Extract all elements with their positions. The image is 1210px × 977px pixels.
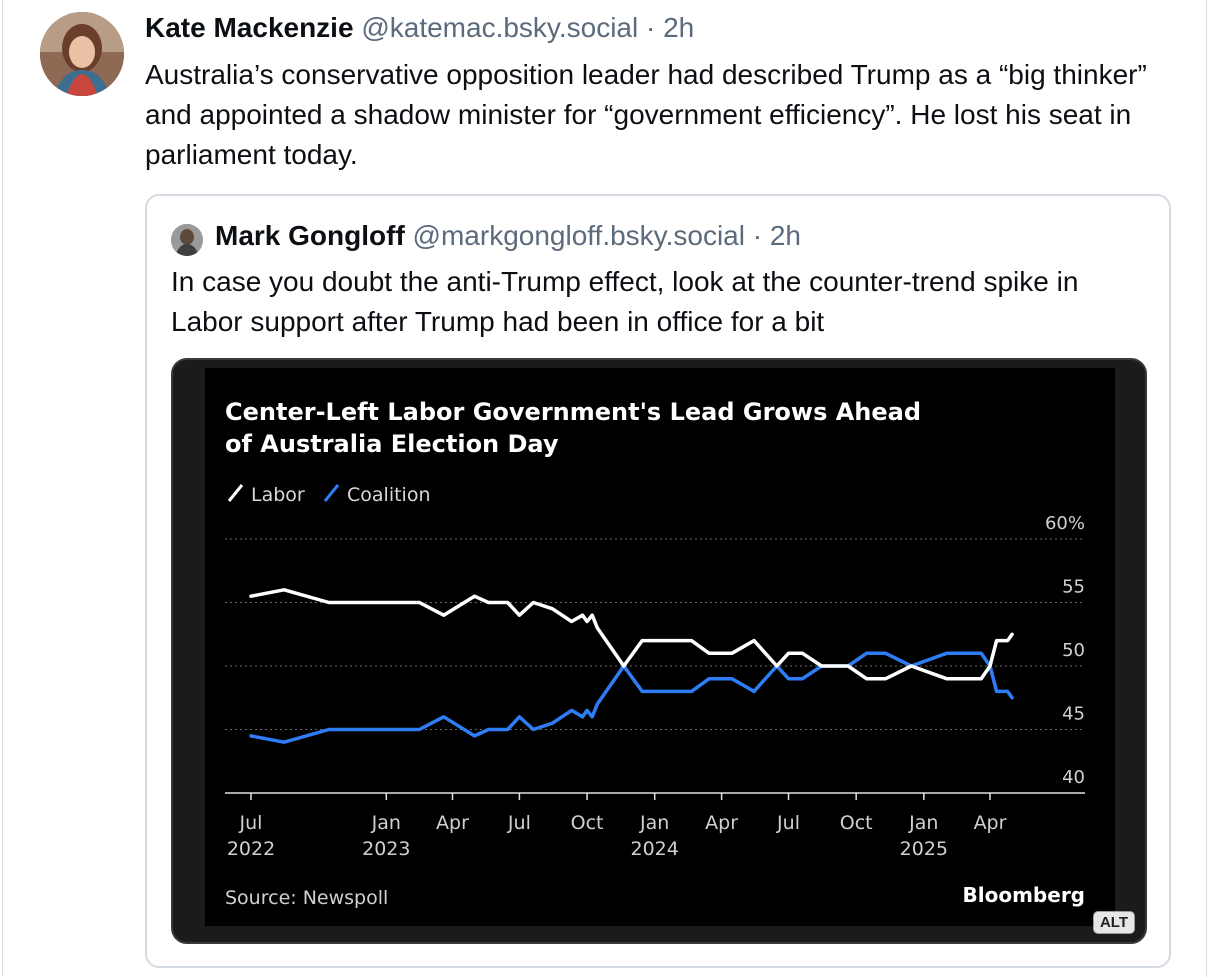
chart-image[interactable]: Center-Left Labor Government's Lead Grow… (171, 358, 1147, 944)
post-timestamp[interactable]: 2h (663, 12, 695, 43)
chart-title-line-1: Center-Left Labor Government's Lead Grow… (225, 398, 921, 426)
alt-text-badge[interactable]: ALT (1092, 911, 1135, 934)
chart-title-line-2: of Australia Election Day (225, 430, 559, 458)
line-chart: Center-Left Labor Government's Lead Grow… (225, 398, 1085, 909)
x-tick-year-label: 2023 (362, 838, 410, 860)
x-tick-label: Jan (908, 812, 938, 834)
x-tick-label: Jan (371, 812, 401, 834)
y-tick-label: 40 (1062, 767, 1085, 788)
chart-gridlines (225, 538, 1085, 730)
series-line-coalition (249, 651, 1014, 744)
avatar[interactable] (40, 12, 124, 96)
x-tick-label: Apr (974, 812, 1007, 834)
x-tick-year-label: 2024 (631, 838, 679, 860)
x-tick-label: Oct (840, 812, 873, 834)
legend-swatch-labor (227, 484, 244, 502)
quote-text: In case you doubt the anti-Trump effect,… (171, 266, 1079, 337)
chart-panel: Center-Left Labor Government's Lead Grow… (205, 368, 1115, 926)
x-tick-label: Jan (639, 812, 669, 834)
thread-left-border (2, 0, 3, 977)
post-header: Kate Mackenzie @katemac.bsky.social · 2h (145, 12, 694, 44)
x-tick-label: Apr (705, 812, 738, 834)
legend-swatch-coalition (323, 484, 340, 502)
legend-label-coalition: Coalition (347, 484, 431, 506)
chart-series (249, 588, 1014, 744)
x-tick-label: Oct (571, 812, 604, 834)
y-tick-label: 45 (1062, 704, 1085, 725)
quote-avatar[interactable] (171, 224, 203, 256)
x-tick-label: Jul (239, 812, 263, 834)
thread-right-border (1206, 0, 1207, 977)
legend-label-labor: Labor (251, 484, 305, 506)
chart-legend: Labor Coalition (227, 484, 431, 506)
quote-post-card[interactable]: Mark Gongloff @markgongloff.bsky.social … (145, 194, 1171, 968)
y-tick-label: 60% (1045, 513, 1085, 534)
x-tick-year-label: 2025 (900, 838, 948, 860)
author-handle[interactable]: @katemac.bsky.social (361, 12, 639, 43)
quote-header: Mark Gongloff @markgongloff.bsky.social … (215, 220, 801, 252)
y-tick-label: 55 (1062, 577, 1085, 598)
quote-timestamp[interactable]: 2h (769, 220, 802, 251)
separator-dot: · (646, 12, 656, 43)
quote-author-handle[interactable]: @markgongloff.bsky.social (412, 220, 745, 251)
x-tick-year-label: 2022 (227, 838, 275, 860)
post-text: Australia’s conservative opposition lead… (145, 59, 1147, 170)
y-axis-ticks: 60% 55 50 45 40 (1045, 513, 1085, 788)
x-tick-label: Apr (436, 812, 469, 834)
avatar-photo-icon (40, 12, 124, 96)
separator-dot: · (752, 220, 763, 251)
cropped-previous-text (145, 0, 255, 4)
series-line-labor (249, 588, 1014, 681)
chart-source: Source: Newspoll (225, 887, 388, 909)
x-tick-label: Jul (776, 812, 800, 834)
author-name[interactable]: Kate Mackenzie (145, 12, 354, 43)
y-tick-label: 50 (1062, 640, 1085, 661)
quote-author-name[interactable]: Mark Gongloff (215, 220, 405, 251)
avatar-photo-icon (171, 224, 203, 256)
x-tick-label: Jul (507, 812, 531, 834)
bloomberg-logo: Bloomberg (963, 883, 1085, 907)
x-axis: Jul 2022 Jan 2023 Apr Jul Oct Jan 2024 Apr Jul Oct J… (225, 792, 1085, 860)
